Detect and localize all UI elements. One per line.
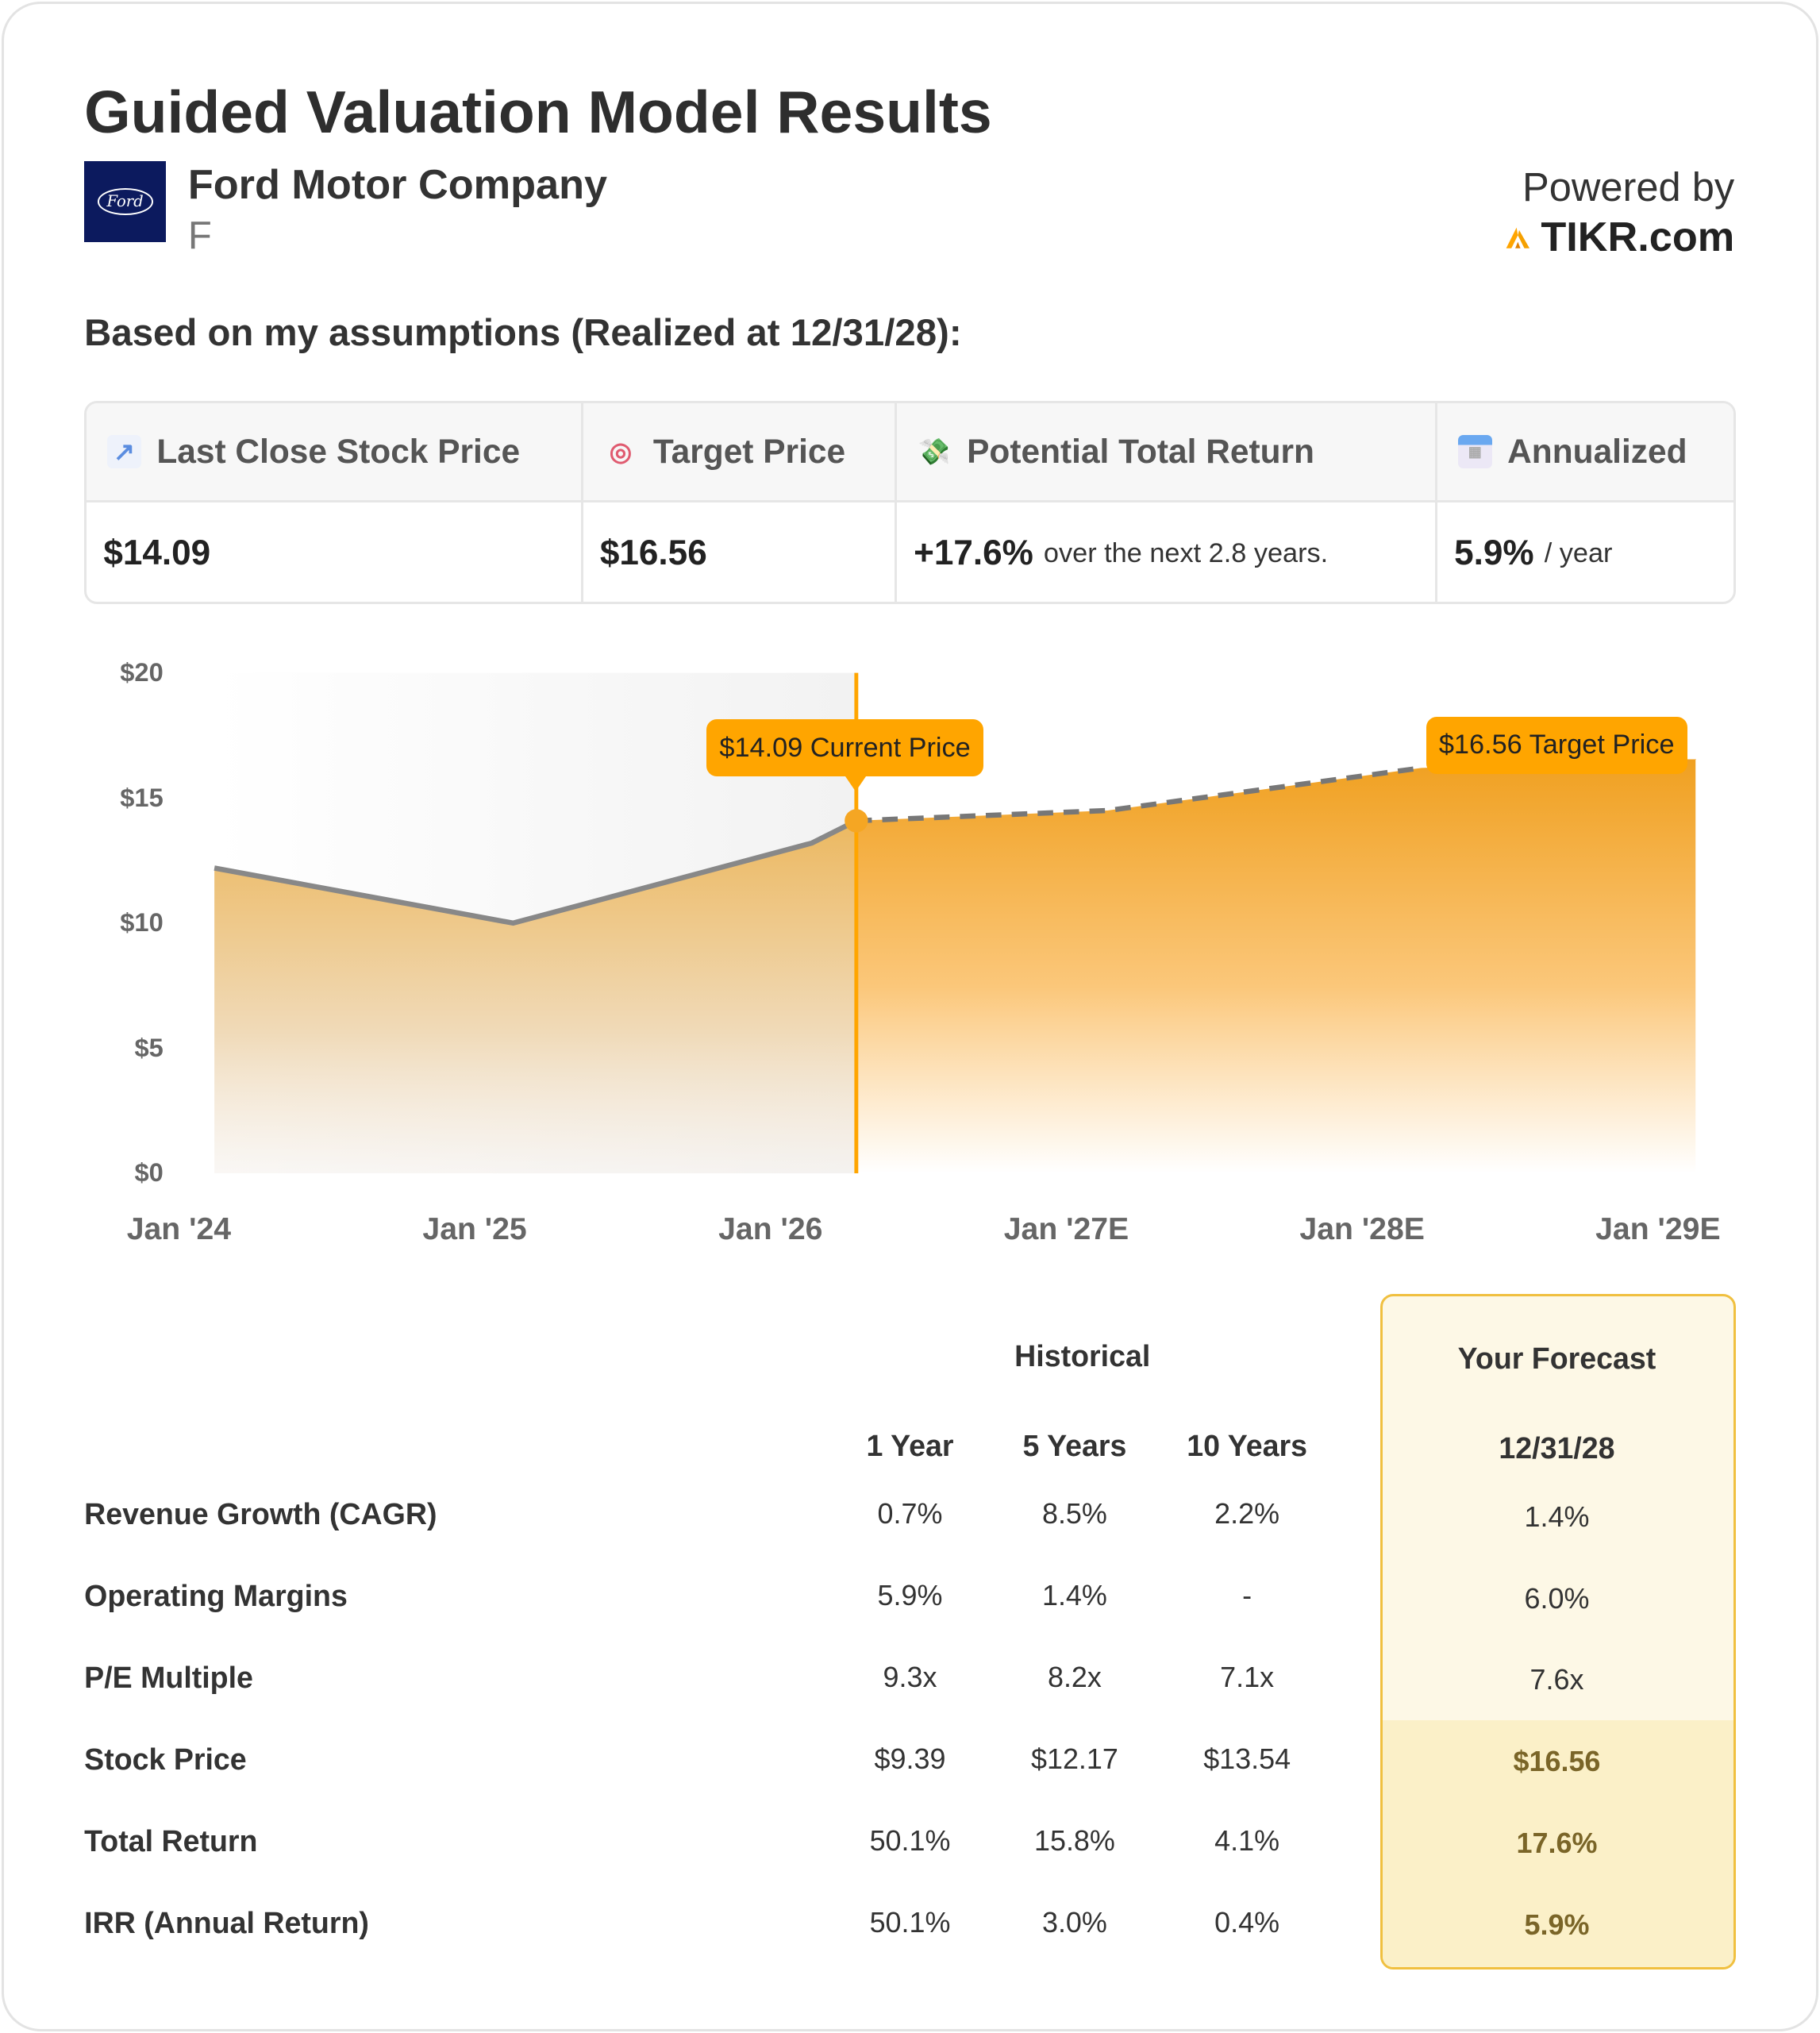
summary-stats: ↗ Last Close Stock Price ◎ Target Price 💸 P…: [84, 400, 1736, 605]
table-cell: $13.54: [1203, 1742, 1291, 1776]
forecast-cell: 6.0%: [1524, 1581, 1590, 1615]
row-label: P/E Multiple: [84, 1661, 253, 1695]
table-cell: 50.1%: [869, 1905, 951, 1939]
x-tick-label: Jan '24: [126, 1212, 232, 1247]
col-1-year: 1 Year: [866, 1428, 954, 1462]
chart-svg: [214, 672, 1697, 1174]
last-close-value: $14.09: [87, 502, 583, 603]
table-cell: 8.5%: [1041, 1497, 1107, 1531]
forecast-panel: [1380, 1293, 1736, 1969]
stat-header-last-close: ↗ Last Close Stock Price: [87, 402, 583, 503]
annualized-value: 5.9% / year: [1454, 533, 1613, 573]
col-5-years: 5 Years: [1022, 1428, 1127, 1462]
table-cell: 15.8%: [1033, 1823, 1115, 1857]
y-tick-label: $20: [120, 657, 164, 687]
forecast-cell: 7.6x: [1529, 1663, 1584, 1696]
calendar-icon: ▦: [1458, 434, 1492, 469]
row-label: Total Return: [84, 1823, 258, 1858]
table-cell: 0.7%: [877, 1497, 943, 1531]
row-label: IRR (Annual Return): [84, 1905, 369, 1939]
forecast-area: [856, 759, 1697, 1174]
y-tick-label: $10: [120, 907, 164, 938]
tikr-brand[interactable]: TIKR.com: [1505, 214, 1734, 261]
page-title: Guided Valuation Model Results: [84, 78, 992, 145]
money-icon: 💸: [918, 436, 951, 466]
historical-header: Historical: [1014, 1339, 1151, 1373]
forecast-line: [856, 765, 1422, 824]
table-cell: 0.4%: [1214, 1905, 1280, 1939]
col-10-years: 10 Years: [1187, 1428, 1307, 1462]
table-cell: 3.0%: [1041, 1905, 1107, 1939]
price-chart: $20 $15 $10 $5 $0 Jan '24 Jan '25 Jan '26 Jan '…: [120, 657, 1721, 1247]
ford-logo: Ford: [84, 160, 167, 243]
target-price-tooltip: $16.56 Target Price: [1426, 717, 1687, 774]
assumptions-subtitle: Based on my assumptions (Realized at 12/…: [84, 311, 962, 354]
target-icon: ◎: [609, 436, 633, 466]
forecast-cell: $16.56: [1513, 1745, 1601, 1778]
table-cell: -: [1242, 1579, 1252, 1612]
chart-increasing-icon: ↗: [107, 434, 141, 469]
x-tick-label: Jan '27E: [1003, 1212, 1129, 1247]
table-cell: 4.1%: [1214, 1823, 1280, 1857]
powered-by: Powered by: [1522, 164, 1735, 210]
stat-header-return: 💸 Potential Total Return: [896, 402, 1437, 503]
total-return-value: +17.6% over the next 2.8 years.: [897, 502, 1437, 603]
stat-header-target: ◎ Target Price: [583, 402, 897, 503]
row-label: Stock Price: [84, 1742, 247, 1777]
x-tick-label: Jan '26: [718, 1212, 823, 1247]
x-tick-label: Jan '29E: [1595, 1212, 1721, 1247]
forecast-header: Your Forecast: [1457, 1342, 1656, 1376]
forecast-date: 12/31/28: [1499, 1431, 1615, 1465]
table-cell: 2.2%: [1214, 1497, 1280, 1531]
x-tick-label: Jan '25: [422, 1212, 527, 1247]
table-cell: 9.3x: [883, 1661, 937, 1694]
y-tick-label: $0: [134, 1157, 164, 1188]
x-tick-label: Jan '28E: [1299, 1212, 1425, 1247]
historical-line: [214, 818, 858, 926]
current-price-tooltip: $14.09 Current Price: [706, 719, 984, 791]
forecast-cell: 5.9%: [1524, 1908, 1590, 1942]
forecast-cell: 1.4%: [1524, 1500, 1590, 1533]
table-cell: 50.1%: [869, 1823, 951, 1857]
table-cell: 7.1x: [1220, 1661, 1275, 1694]
table-cell: 1.4%: [1041, 1579, 1107, 1612]
y-tick-label: $5: [134, 1032, 164, 1062]
table-cell: 5.9%: [877, 1579, 943, 1612]
target-value: $16.56: [583, 502, 897, 603]
row-label: Revenue Growth (CAGR): [84, 1497, 437, 1531]
company-name: Ford Motor Company: [187, 161, 608, 208]
forecast-cell: 17.6%: [1516, 1827, 1598, 1860]
historical-area: [214, 820, 856, 1174]
tikr-logo-icon: [1506, 227, 1529, 248]
row-label: Operating Margins: [84, 1579, 348, 1613]
table-cell: 8.2x: [1047, 1661, 1102, 1694]
table-cell: $9.39: [874, 1742, 946, 1776]
current-price-point[interactable]: [845, 809, 868, 833]
stat-header-annualized: ▦ Annualized: [1437, 402, 1733, 503]
y-tick-label: $15: [120, 782, 164, 812]
ticker: F: [187, 214, 212, 258]
table-cell: $12.17: [1030, 1742, 1118, 1776]
